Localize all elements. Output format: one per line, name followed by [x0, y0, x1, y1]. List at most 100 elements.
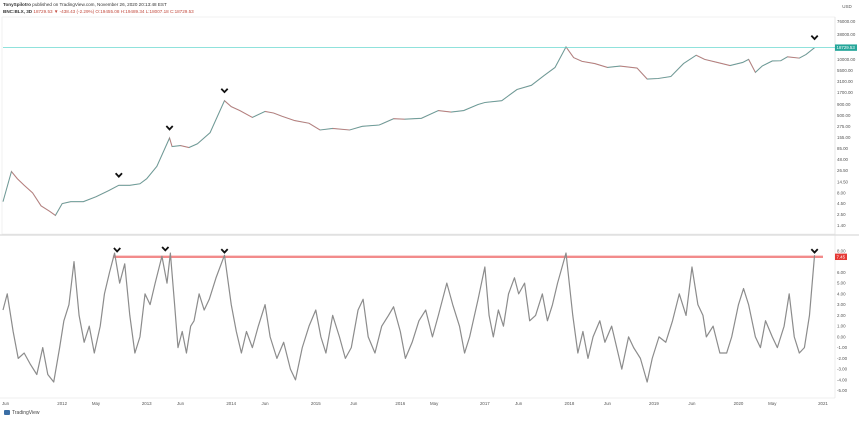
price-segment	[438, 110, 452, 113]
publish-date: published on TradingView.com, November 2…	[32, 2, 167, 7]
price-segment	[704, 59, 718, 63]
price-segment	[239, 110, 253, 118]
price-segment	[761, 60, 773, 67]
price-segment	[209, 100, 225, 133]
oscillator-pane[interactable]: 8.00 6.00 5.00 4.00 3.00 2.00 1.00 0.00 -1.00 -2.…	[2, 246, 848, 393]
price-segment	[543, 67, 556, 76]
price-segment	[108, 185, 119, 191]
price-segment	[180, 145, 190, 148]
price-segment	[683, 54, 697, 64]
oscillator-axis-tick-label: -4.00	[837, 377, 848, 382]
price-segment	[554, 46, 567, 68]
price-segment	[55, 203, 63, 216]
price-segment	[780, 56, 788, 62]
price-segment	[582, 61, 595, 64]
price-axis-tick-label: 2.50	[837, 212, 846, 217]
oscillator-axis-tick-label: 5.00	[837, 281, 846, 286]
top-pane-frame	[1, 16, 836, 235]
price-segment	[252, 111, 266, 118]
time-axis-tick-label: 2013	[142, 401, 152, 406]
oscillator-axis-tick-label: -1.00	[837, 345, 848, 350]
price-segment	[594, 63, 608, 68]
threshold-label-bg	[835, 253, 847, 261]
price-segment	[451, 110, 464, 113]
price-segment	[224, 100, 232, 107]
oscillator-axis-tick-label: 8.00	[837, 248, 846, 253]
price-segment	[516, 85, 532, 90]
price-segment	[197, 132, 211, 145]
price-segment	[670, 63, 684, 77]
price-segment	[49, 210, 56, 216]
price-segment	[40, 205, 50, 212]
tradingview-brand[interactable]: TradingView	[12, 410, 40, 416]
time-axis-tick-label: Jun	[688, 401, 696, 406]
author-name[interactable]: TonySpilotro	[3, 2, 31, 7]
price-segment	[636, 67, 648, 80]
time-axis-tick-label: 2015	[311, 401, 321, 406]
price-segment	[231, 106, 240, 111]
price-segment	[95, 190, 109, 198]
oscillator-axis-tick-label: 4.00	[837, 291, 846, 296]
price-segment	[696, 54, 705, 60]
time-axis-tick-label: Jun	[262, 401, 270, 406]
time-axis-tick-label: Jun	[515, 401, 523, 406]
oscillator-axis-tick-label: 1.00	[837, 324, 846, 329]
price-segment	[362, 124, 380, 127]
price-segment	[172, 145, 181, 147]
price-axis-tick-label: 10000.00	[837, 57, 856, 62]
symbol-name[interactable]: BNC:BLX, 3D	[3, 9, 33, 14]
time-axis-tick-label: Jun	[350, 401, 358, 406]
time-axis[interactable]: Jun 2012 May 2013 Jun 2014 Jun 2015 Jun 2016 May 20…	[2, 401, 828, 406]
price-axis-tick-label: 26.50	[837, 168, 849, 173]
oscillator-axis-tick-label: 2.00	[837, 313, 846, 318]
price-segment	[748, 59, 756, 73]
chevron-down-icon	[220, 88, 229, 94]
price-segment	[129, 183, 140, 186]
time-axis-tick-label: Jun	[177, 401, 185, 406]
oscillator-axis-tick-label: 3.00	[837, 302, 846, 307]
price-segment	[717, 62, 731, 66]
chevron-down-icon	[165, 125, 174, 131]
price-segment	[273, 112, 283, 117]
price-pane[interactable]: 76000.00 38000.00 10000.00 5500.00 3100.00 17…	[2, 19, 857, 228]
price-axis-tick-label: 155.00	[837, 135, 851, 140]
price-line	[2, 45, 815, 217]
price-segment	[2, 171, 12, 202]
price-segment	[294, 120, 310, 124]
time-axis-tick-label: 2018	[565, 401, 575, 406]
time-axis-tick-label: 2017	[480, 401, 490, 406]
price-segment	[573, 57, 583, 62]
chevron-down-icon	[810, 35, 819, 41]
price-axis-tick-label: 275.00	[837, 124, 851, 129]
oscillator-axis-tick-label: 6.00	[837, 270, 846, 275]
price-axis-tick-label: 900.00	[837, 102, 851, 107]
price-segment	[531, 75, 545, 86]
price-axis-tick-label: 14.50	[837, 179, 849, 184]
time-axis-tick-label: 2019	[649, 401, 659, 406]
time-axis-tick-label: 2016	[395, 401, 405, 406]
price-axis-tick-label: 4.50	[837, 201, 846, 206]
price-segment	[11, 171, 18, 179]
last-price-label: 18729.53	[837, 45, 856, 50]
price-axis-tick-label: 48.00	[837, 157, 849, 162]
price-segment	[156, 137, 170, 167]
price-segment	[146, 166, 158, 179]
price-segment	[379, 118, 394, 126]
oscillator-line	[2, 252, 816, 383]
tradingview-logo-icon	[4, 410, 10, 415]
price-segment	[787, 56, 800, 59]
price-segment	[17, 178, 25, 186]
price-segment	[319, 128, 333, 131]
price-axis-tick-label: 38000.00	[837, 32, 856, 37]
ohlc-values: 18729.53 ▼ -438.43 (-2.29%) O:19455.08 H…	[33, 9, 194, 14]
price-segment	[729, 62, 743, 66]
price-segment	[658, 76, 671, 79]
time-axis-tick-label: 2021	[818, 401, 828, 406]
price-axis-tick-label: 1700.00	[837, 90, 853, 95]
chevron-down-icon	[220, 248, 229, 254]
time-axis-tick-label: Jun	[604, 401, 612, 406]
price-segment	[32, 192, 42, 206]
price-segment	[265, 111, 274, 114]
time-axis-tick-label: 2012	[57, 401, 67, 406]
